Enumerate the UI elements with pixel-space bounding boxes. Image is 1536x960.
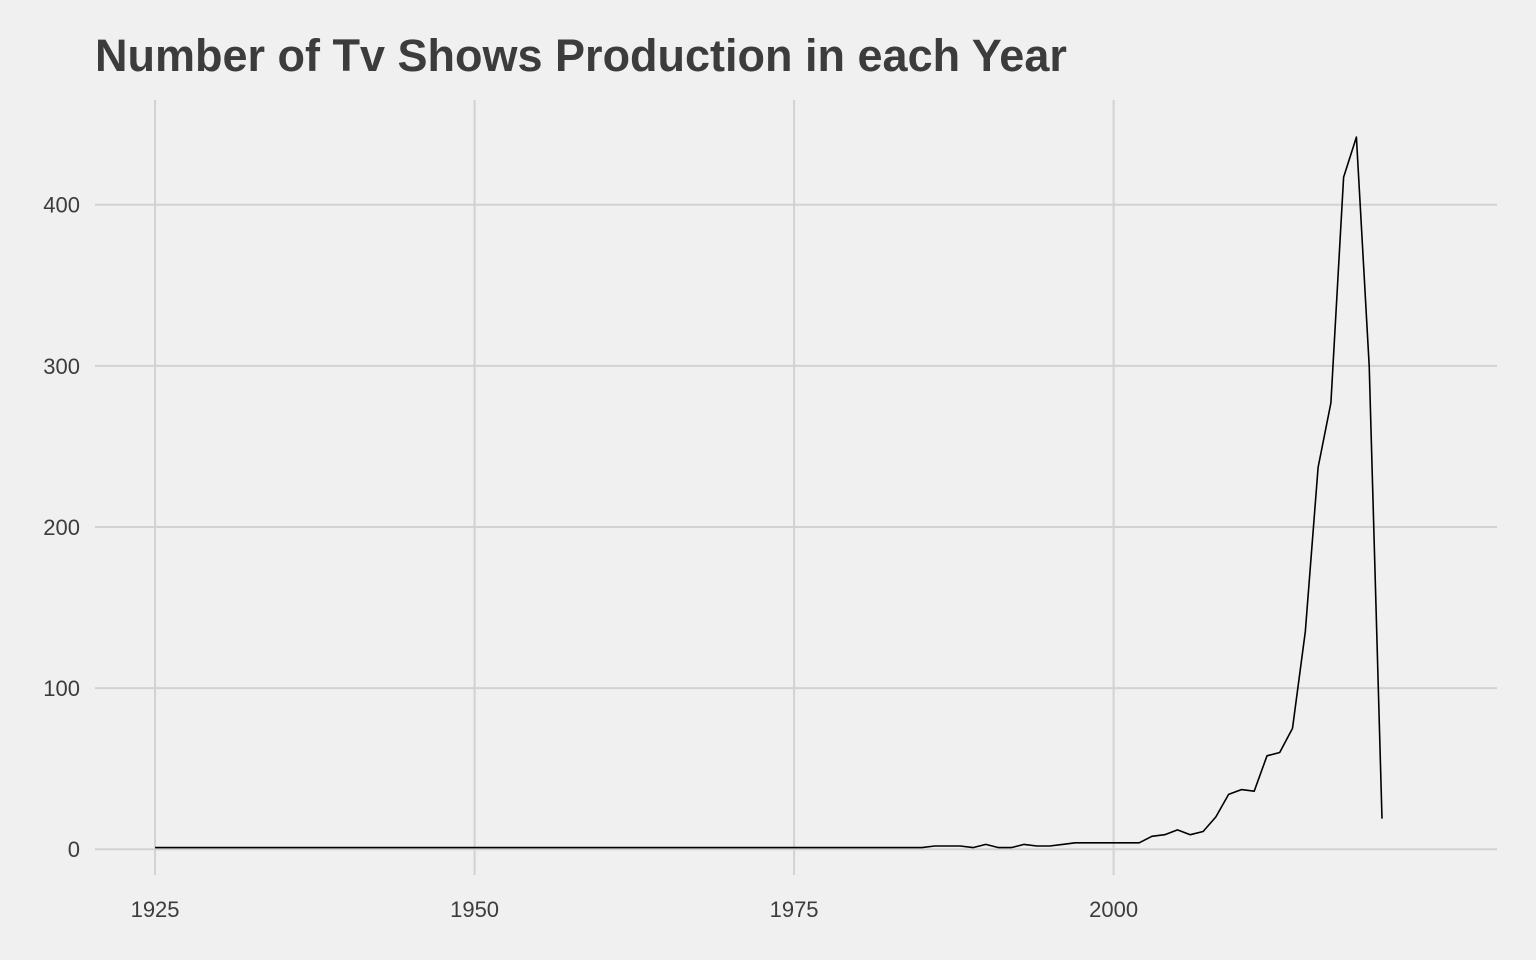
y-tick-label: 200	[43, 515, 80, 540]
y-tick-label: 0	[68, 837, 80, 862]
y-tick-label: 100	[43, 676, 80, 701]
y-tick-label: 400	[43, 193, 80, 218]
x-tick-label: 1975	[770, 897, 819, 922]
chart-title: Number of Tv Shows Production in each Ye…	[95, 30, 1067, 81]
series-line	[155, 136, 1383, 849]
x-tick-label: 1950	[450, 897, 499, 922]
grid-lines	[95, 100, 1497, 875]
x-axis-tick-labels: 1925 1950 1975 2000	[131, 897, 1138, 922]
series-layer	[155, 136, 1383, 849]
y-tick-label: 300	[43, 354, 80, 379]
y-axis-tick-labels: 0 100 200 300 400	[43, 193, 80, 862]
x-tick-label: 2000	[1089, 897, 1138, 922]
x-tick-label: 1925	[131, 897, 180, 922]
